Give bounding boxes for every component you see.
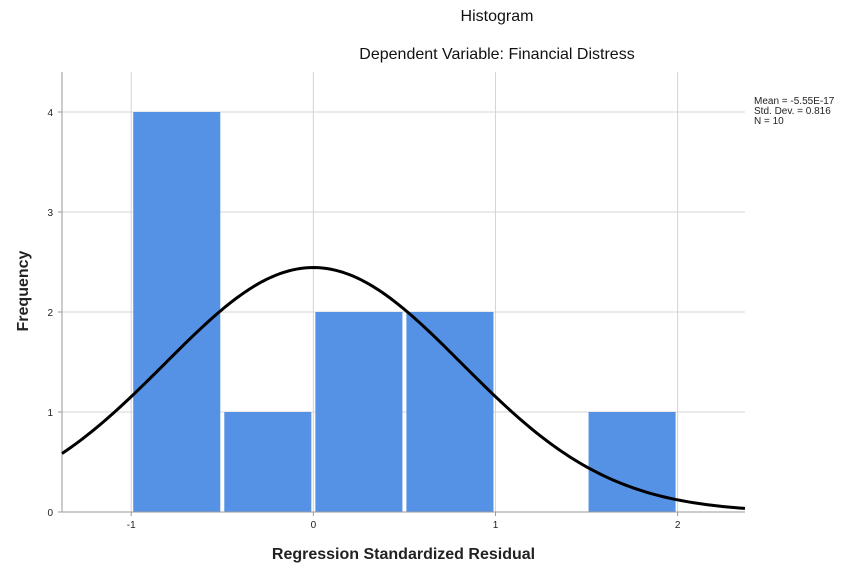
y-tick-label: 3 bbox=[47, 208, 53, 219]
stats-box: Mean = -5.55E-17 Std. Dev. = 0.816 N = 1… bbox=[754, 97, 834, 127]
x-tick-label: 0 bbox=[311, 520, 317, 531]
histogram-bar bbox=[133, 112, 221, 512]
y-tick-label: 4 bbox=[47, 108, 53, 119]
stats-n: N = 10 bbox=[754, 116, 784, 127]
normal-curve bbox=[61, 266, 746, 510]
chart-title: Histogram bbox=[460, 8, 534, 25]
histogram-bar bbox=[315, 312, 403, 512]
y-tick-label: 1 bbox=[47, 408, 53, 419]
y-axis-label: Frequency bbox=[15, 250, 32, 332]
x-tick-label: 1 bbox=[493, 520, 499, 531]
y-tick-label: 0 bbox=[47, 508, 53, 519]
x-axis-label: Regression Standardized Residual bbox=[271, 546, 536, 563]
y-tick-label: 2 bbox=[47, 308, 53, 319]
stats-mean: Mean = -5.55E-17 bbox=[754, 96, 835, 107]
x-tick-label: 2 bbox=[675, 520, 681, 531]
ticks-layer: 0 1 2 3 4 -1 0 1 2 bbox=[47, 108, 680, 531]
histogram-bar bbox=[406, 312, 494, 512]
x-tick-label: -1 bbox=[127, 520, 136, 531]
axes-layer bbox=[61, 72, 745, 513]
bars-layer bbox=[133, 112, 676, 512]
chart-subtitle: Dependent Variable: Financial Distress bbox=[359, 46, 635, 63]
curve-layer bbox=[61, 266, 746, 510]
stats-std: Std. Dev. = 0.816 bbox=[754, 106, 831, 117]
histogram-bar bbox=[224, 412, 312, 512]
